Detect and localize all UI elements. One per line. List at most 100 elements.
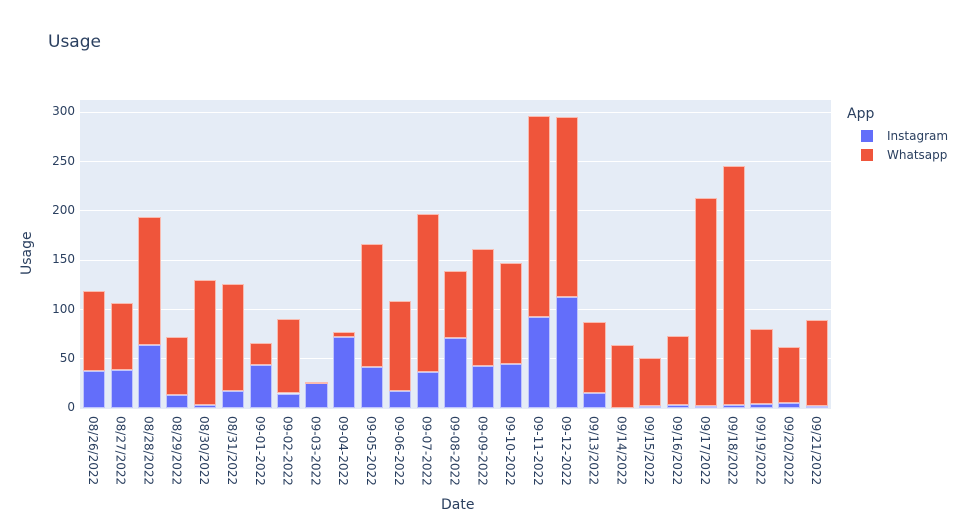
bar-stack[interactable]: [694, 100, 717, 409]
bar-stack[interactable]: [360, 100, 384, 409]
bar-stack[interactable]: [722, 100, 745, 409]
bar-segment-instagram[interactable]: [82, 370, 106, 409]
bar-segment-whatsapp[interactable]: [360, 243, 384, 367]
bar-stack[interactable]: [500, 100, 523, 409]
bar-segment-whatsapp[interactable]: [527, 116, 551, 317]
bar-segment-instagram[interactable]: [388, 390, 411, 409]
bar-segment-instagram[interactable]: [694, 406, 717, 409]
bar-segment-whatsapp[interactable]: [805, 319, 829, 407]
bar-stack[interactable]: [166, 100, 189, 409]
bar-segment-instagram[interactable]: [666, 405, 690, 409]
bar-segment-instagram[interactable]: [444, 338, 467, 409]
bar-stack[interactable]: [110, 100, 133, 409]
bar-segment-whatsapp[interactable]: [166, 337, 189, 396]
bar-segment-instagram[interactable]: [583, 392, 606, 409]
bar-stack[interactable]: [277, 100, 300, 409]
bar-segment-whatsapp[interactable]: [583, 322, 606, 393]
bar-segment-whatsapp[interactable]: [82, 290, 106, 371]
x-tick-label: 09-12-2022: [558, 416, 573, 486]
x-tick-label: 09/13/2022: [586, 416, 601, 486]
bar-segment-instagram[interactable]: [555, 296, 578, 409]
bar-stack[interactable]: [416, 100, 439, 409]
bar-stack[interactable]: [805, 100, 829, 409]
bar-segment-instagram[interactable]: [277, 393, 300, 409]
bar-segment-whatsapp[interactable]: [249, 343, 272, 365]
bar-segment-instagram[interactable]: [416, 371, 439, 409]
bar-segment-whatsapp[interactable]: [221, 283, 245, 391]
x-tick-label: 09-10-2022: [503, 416, 518, 486]
bar-segment-whatsapp[interactable]: [333, 332, 356, 338]
x-tick-label: 09/21/2022: [809, 416, 824, 486]
x-tick-label: 09-09-2022: [475, 416, 490, 486]
bar-stack[interactable]: [583, 100, 606, 409]
bar-segment-whatsapp[interactable]: [611, 345, 634, 409]
bar-stack[interactable]: [388, 100, 411, 409]
bar-segment-whatsapp[interactable]: [778, 347, 801, 404]
bar-segment-instagram[interactable]: [360, 366, 384, 409]
bar-segment-instagram[interactable]: [110, 369, 133, 409]
bar-segment-whatsapp[interactable]: [110, 302, 133, 370]
bar-segment-whatsapp[interactable]: [444, 271, 467, 339]
bar-stack[interactable]: [611, 100, 634, 409]
bar-segment-whatsapp[interactable]: [416, 213, 439, 372]
legend-item-whatsapp[interactable]: Whatsapp: [847, 145, 948, 164]
bar-segment-whatsapp[interactable]: [722, 165, 745, 406]
bar-stack[interactable]: [666, 100, 690, 409]
bar-segment-instagram[interactable]: [750, 404, 773, 409]
x-tick-label: 09/14/2022: [614, 416, 629, 486]
x-tick-label: 09/20/2022: [781, 416, 796, 486]
bar-stack[interactable]: [249, 100, 272, 409]
bar-segment-whatsapp[interactable]: [472, 249, 495, 366]
bar-segment-whatsapp[interactable]: [500, 263, 523, 364]
x-tick-label: 09/17/2022: [697, 416, 712, 486]
bar-stack[interactable]: [444, 100, 467, 409]
bar-segment-instagram[interactable]: [472, 365, 495, 409]
bar-segment-instagram[interactable]: [805, 406, 829, 409]
bar-stack[interactable]: [138, 100, 161, 409]
bar-segment-instagram[interactable]: [639, 406, 662, 409]
x-tick-label: 08/29/2022: [169, 416, 184, 486]
bar-stack[interactable]: [333, 100, 356, 409]
bar-stack[interactable]: [778, 100, 801, 409]
bar-segment-whatsapp[interactable]: [639, 357, 662, 407]
bar-segment-instagram[interactable]: [249, 364, 272, 409]
bar-segment-instagram[interactable]: [500, 363, 523, 409]
bar-stack[interactable]: [82, 100, 106, 409]
chart-title: Usage: [48, 32, 101, 52]
bar-stack[interactable]: [305, 100, 328, 409]
bar-stack[interactable]: [221, 100, 245, 409]
bar-stack[interactable]: [194, 100, 217, 409]
legend-label: Instagram: [887, 128, 949, 143]
bar-segment-instagram[interactable]: [305, 382, 328, 409]
bar-segment-instagram[interactable]: [221, 390, 245, 409]
bar-stack[interactable]: [555, 100, 578, 409]
bar-segment-whatsapp[interactable]: [694, 198, 717, 407]
bar-segment-instagram[interactable]: [778, 403, 801, 409]
bar-segment-instagram[interactable]: [722, 405, 745, 409]
bar-segment-instagram[interactable]: [194, 405, 217, 409]
bar-segment-whatsapp[interactable]: [277, 318, 300, 394]
bar-segment-instagram[interactable]: [138, 345, 161, 409]
x-tick-label: 09/16/2022: [670, 416, 685, 486]
bar-segment-instagram[interactable]: [527, 316, 551, 409]
bar-segment-whatsapp[interactable]: [555, 117, 578, 297]
bar-segment-whatsapp[interactable]: [666, 336, 690, 406]
bar-segment-whatsapp[interactable]: [138, 216, 161, 346]
legend-item-instagram[interactable]: Instagram: [847, 126, 948, 145]
bar-segment-whatsapp[interactable]: [388, 300, 411, 391]
y-axis-title: Usage: [19, 231, 35, 275]
x-tick-label: 09-05-2022: [364, 416, 379, 486]
bar-segment-instagram[interactable]: [166, 395, 189, 409]
bar-segment-instagram[interactable]: [333, 337, 356, 409]
bar-stack[interactable]: [472, 100, 495, 409]
plot-area[interactable]: [80, 100, 831, 409]
gridline: [80, 259, 831, 261]
bar-segment-whatsapp[interactable]: [194, 280, 217, 406]
gridline: [80, 111, 831, 113]
x-tick-label: 08/26/2022: [85, 416, 100, 486]
bar-stack[interactable]: [527, 100, 551, 409]
bar-segment-whatsapp[interactable]: [750, 329, 773, 405]
bar-stack[interactable]: [750, 100, 773, 409]
bar-segment-whatsapp[interactable]: [305, 381, 328, 384]
bar-stack[interactable]: [639, 100, 662, 409]
